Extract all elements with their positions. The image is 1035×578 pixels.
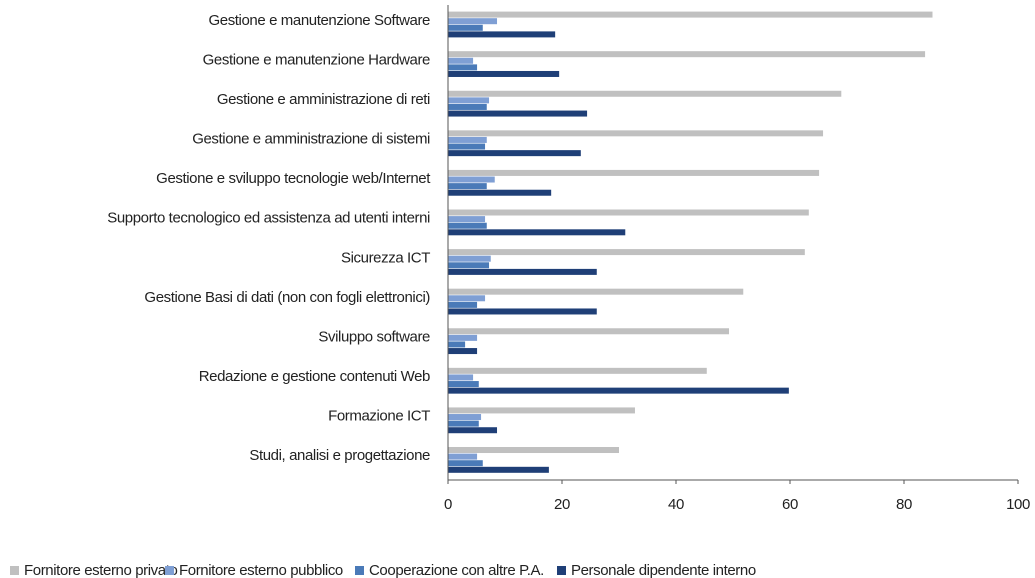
bar	[448, 249, 805, 256]
bar	[448, 460, 483, 467]
x-tick-label: 60	[782, 496, 798, 513]
x-tick-label: 80	[896, 496, 912, 513]
category-label: Redazione e gestione contenuti Web	[199, 368, 430, 385]
bar	[448, 288, 744, 295]
bar	[448, 268, 597, 275]
bar	[448, 348, 478, 355]
bar	[448, 176, 495, 183]
bar	[448, 308, 597, 315]
bar	[448, 381, 479, 388]
category-label: Formazione ICT	[328, 408, 430, 425]
bar	[448, 18, 498, 25]
category-label: Gestione e sviluppo tecnologie web/Inter…	[156, 170, 431, 187]
category-label: Gestione e manutenzione Software	[208, 12, 430, 29]
category-label: Supporto tecnologico ed assistenza ad ut…	[107, 210, 430, 227]
bar	[448, 209, 809, 216]
bar	[448, 466, 549, 473]
bar	[448, 334, 478, 341]
legend-label: Fornitore esterno pubblico	[179, 562, 343, 578]
bar	[448, 341, 466, 348]
bar	[448, 11, 933, 18]
bar	[448, 255, 491, 262]
bar	[448, 229, 626, 236]
bar	[448, 183, 487, 190]
category-label: Sviluppo software	[318, 328, 430, 345]
legend-label: Personale dipendente interno	[571, 562, 756, 578]
category-label: Sicurezza ICT	[341, 249, 430, 266]
category-label: Gestione Basi di dati (non con fogli ele…	[144, 289, 430, 306]
bar	[448, 110, 588, 117]
bar	[448, 414, 482, 421]
bar	[448, 374, 474, 381]
bar	[448, 150, 581, 157]
legend-swatch	[165, 566, 174, 575]
legend-swatch	[557, 566, 566, 575]
bar	[448, 169, 820, 176]
legend-label: Cooperazione con altre P.A.	[369, 562, 544, 578]
bar	[448, 453, 478, 460]
bar	[448, 295, 486, 302]
bar	[448, 420, 479, 427]
x-tick-label: 40	[668, 496, 684, 513]
bar	[448, 262, 490, 269]
bar	[448, 103, 487, 110]
bar	[448, 447, 619, 454]
legend-swatch	[10, 566, 19, 575]
legend-swatch	[355, 566, 364, 575]
x-tick-label: 0	[444, 496, 452, 513]
bar	[448, 24, 483, 31]
bar	[448, 407, 635, 414]
bar	[448, 222, 487, 229]
bar	[448, 97, 490, 104]
x-tick-label: 20	[554, 496, 570, 513]
bar	[448, 387, 789, 394]
bar	[448, 130, 824, 137]
bar	[448, 427, 498, 434]
bar	[448, 189, 552, 196]
bar	[448, 136, 487, 143]
category-label: Gestione e amministrazione di sistemi	[192, 131, 430, 148]
bar	[448, 64, 478, 71]
bar	[448, 51, 926, 58]
bar	[448, 57, 474, 64]
bar	[448, 90, 842, 97]
bar	[448, 367, 707, 374]
bar	[448, 301, 478, 308]
category-label: Gestione e amministrazione di reti	[217, 91, 430, 108]
category-label: Gestione e manutenzione Hardware	[203, 51, 430, 68]
bar	[448, 31, 556, 38]
bar	[448, 70, 560, 77]
category-label: Studi, analisi e progettazione	[249, 447, 430, 464]
bar	[448, 143, 486, 150]
legend-label: Fornitore esterno privato	[24, 562, 177, 578]
bar	[448, 216, 486, 223]
x-tick-label: 100	[1006, 496, 1030, 513]
bar	[448, 328, 730, 335]
